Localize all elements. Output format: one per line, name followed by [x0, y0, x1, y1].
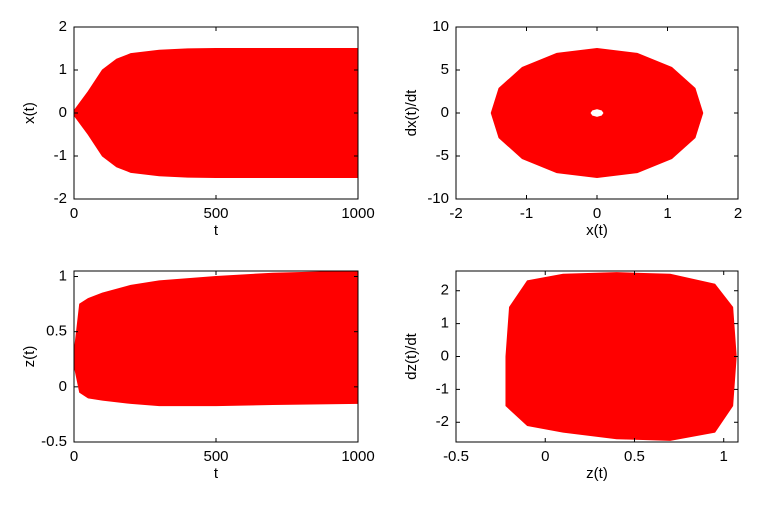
x-axis-label: t	[214, 465, 219, 482]
x-tick-label: 1000	[341, 448, 374, 465]
x-axis-label: z(t)	[586, 465, 608, 482]
y-tick-label: 0	[441, 104, 449, 121]
y-tick-label: 1	[59, 267, 67, 284]
phase-portrait	[505, 272, 737, 441]
x-tick-label: 500	[203, 448, 228, 465]
y-tick-label: -2	[54, 190, 67, 207]
signal-band	[73, 270, 359, 407]
x-tick-label: 0	[70, 205, 78, 222]
y-tick-label: 1	[59, 61, 67, 78]
y-axis-label: x(t)	[21, 102, 38, 124]
y-axis-label: z(t)	[21, 346, 38, 368]
x-tick-label: 1	[720, 448, 728, 465]
y-tick-label: -1	[436, 380, 449, 397]
x-tick-label: -1	[520, 205, 533, 222]
y-tick-label: 0.5	[46, 323, 67, 340]
x-tick-label: 1000	[341, 205, 374, 222]
y-tick-label: -5	[436, 147, 449, 164]
x-axis-label: t	[214, 222, 219, 239]
x-tick-label: -2	[449, 205, 462, 222]
x-tick-label: 0	[70, 448, 78, 465]
x-tick-label: 0	[593, 205, 601, 222]
signal-band	[73, 48, 359, 178]
y-tick-label: -1	[54, 147, 67, 164]
y-tick-label: 10	[432, 18, 449, 35]
y-tick-label: -2	[436, 413, 449, 430]
x-tick-label: 1	[663, 205, 671, 222]
y-axis-label: dz(t)/dt	[403, 332, 420, 380]
y-tick-label: -10	[427, 190, 449, 207]
y-tick-label: 0	[59, 104, 67, 121]
x-tick-label: 0.5	[624, 448, 645, 465]
y-tick-label: -0.5	[41, 433, 67, 450]
y-tick-label: 1	[441, 315, 449, 332]
y-tick-label: 5	[441, 61, 449, 78]
x-tick-label: -0.5	[443, 448, 469, 465]
x-tick-label: 0	[541, 448, 549, 465]
x-axis-label: x(t)	[586, 222, 608, 239]
y-tick-label: 2	[441, 282, 449, 299]
phase-portrait	[490, 47, 704, 179]
y-tick-label: 0	[441, 347, 449, 364]
y-tick-label: 0	[59, 378, 67, 395]
y-tick-label: 2	[59, 18, 67, 35]
y-axis-label: dx(t)/dt	[403, 89, 420, 137]
x-tick-label: 2	[734, 205, 742, 222]
x-tick-label: 500	[203, 205, 228, 222]
